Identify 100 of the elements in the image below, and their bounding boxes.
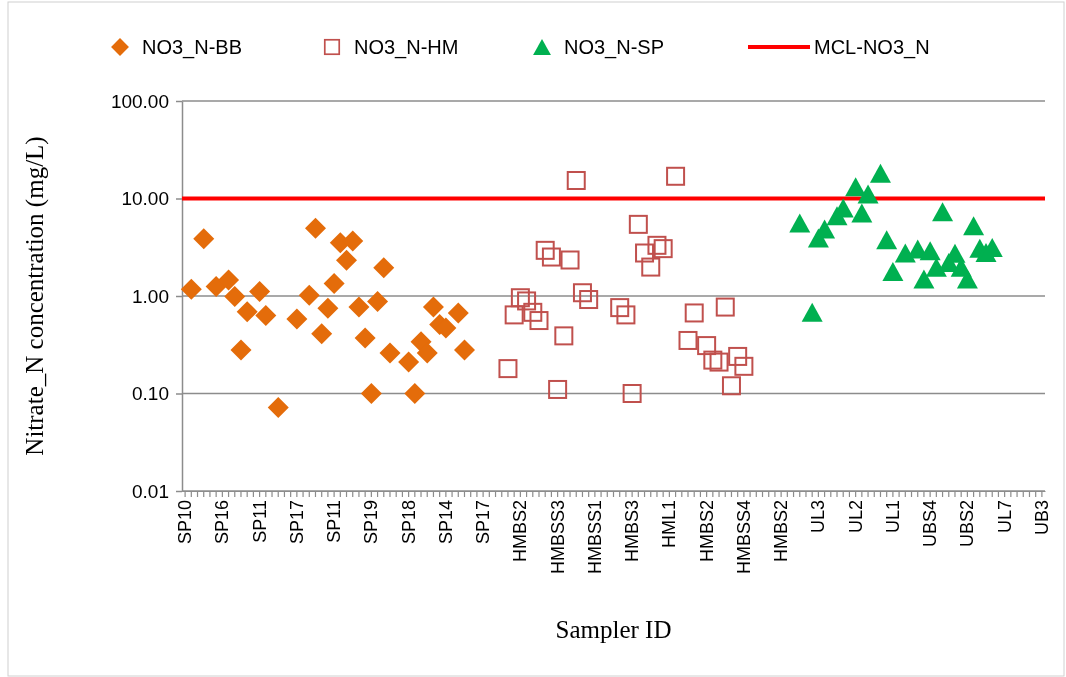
point [447,302,469,324]
x-tick-label: UL2 [845,500,866,534]
point [373,257,395,279]
x-tick-label: HMBS2 [510,500,531,563]
point [218,269,240,291]
point [857,184,879,204]
point [517,291,537,311]
point [504,305,524,325]
point [666,166,686,186]
x-tick-label: SP17 [286,500,307,545]
point [193,228,215,250]
x-tick-label: HMBSS1 [584,500,605,575]
point [286,308,308,330]
point [734,356,754,376]
legend-label: NO3_N-HM [354,36,459,59]
point [541,247,561,267]
x-tick-label: HMBSS3 [547,500,568,575]
point [572,283,592,303]
x-tick-label: SP14 [435,500,456,545]
point [267,396,289,418]
point [721,376,741,396]
point [354,327,376,349]
point [422,296,444,318]
point [715,297,735,317]
point [622,384,642,403]
point [610,298,630,318]
point [416,342,438,364]
x-tick-label: HMBSS4 [733,500,754,575]
point [360,383,382,404]
point [684,303,704,323]
point [647,235,667,255]
point [789,213,811,233]
x-tick-label: SP11 [249,500,270,543]
point [566,170,586,190]
point [845,177,867,197]
x-tick-label: UBS2 [957,500,978,548]
point [703,350,723,370]
y-tick-label: 1.00 [132,285,169,307]
point [641,257,661,277]
point [323,273,345,295]
x-tick-label: UL3 [808,500,829,534]
x-axis-title: Sampler ID [555,616,672,643]
point [653,239,673,259]
point [913,269,935,289]
point [298,284,320,306]
point [919,241,941,261]
point [224,285,246,307]
point [523,302,543,322]
y-tick-label: 10.00 [121,188,169,210]
point [963,216,985,236]
point [510,288,530,308]
point [851,203,873,223]
x-tick-label: SP19 [361,500,382,545]
point [876,230,898,250]
point [255,305,277,327]
x-tick-label: HMBS2 [696,500,717,563]
x-tick-label: HMBS3 [622,500,643,563]
y-tick-label: 0.01 [132,480,169,502]
point [336,249,358,271]
point [304,217,326,239]
point [697,336,717,356]
point [728,346,748,366]
point [404,383,426,404]
point [348,296,370,318]
y-axis-title: Nitrate_N concentration (mg/L) [21,136,49,456]
legend-label: NO3_N-BB [142,36,243,59]
point [236,301,258,323]
point [453,339,475,361]
point [317,297,339,319]
point [398,351,420,373]
x-tick-label: UL1 [882,500,903,534]
point [628,214,648,234]
point [311,323,333,345]
point [932,202,954,222]
point [882,262,904,282]
point [801,302,823,322]
point [560,250,580,270]
legend-label: NO3_N-SP [564,36,665,59]
point [379,342,401,364]
point [230,339,252,361]
point [925,257,947,277]
x-tick-label: SP18 [398,500,419,545]
x-tick-label: UB3 [1031,500,1052,536]
point [367,290,389,312]
point [342,230,364,252]
point [554,326,574,346]
x-tick-label: SP16 [212,500,233,545]
point [709,352,729,372]
x-tick-label: SP11 [324,500,345,543]
point [535,240,555,260]
point [616,305,636,325]
y-tick-label: 100.00 [110,90,169,112]
x-tick-label: UBS4 [920,500,941,548]
point [635,243,655,263]
point [529,311,549,331]
point [205,276,227,298]
point [180,278,202,300]
point [579,290,599,310]
legend-label: MCL-NO3_N [814,36,930,59]
point [548,379,568,399]
